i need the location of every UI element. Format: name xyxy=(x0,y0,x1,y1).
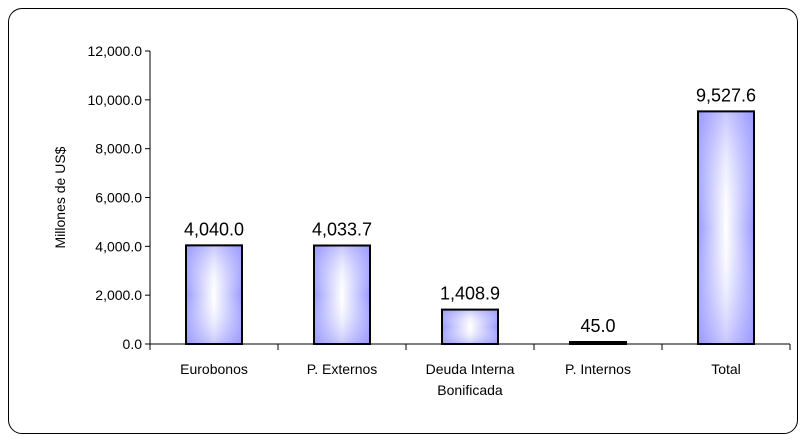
x-tick-label: Deuda Interna Bonificada xyxy=(426,361,515,398)
bar-value-label: 45.0 xyxy=(580,316,615,336)
bar-shading xyxy=(569,341,627,345)
bar-value-label: 4,040.0 xyxy=(184,219,244,239)
bar-value-label: 4,033.7 xyxy=(312,220,372,240)
y-tick-label: 6,000.0 xyxy=(95,190,142,206)
y-tick-label: 4,000.0 xyxy=(95,238,142,254)
y-tick-label: 8,000.0 xyxy=(95,141,142,157)
y-tick-label: 0.0 xyxy=(123,336,143,352)
x-tick-label: P. Externos xyxy=(307,361,378,377)
bar-shading xyxy=(697,110,755,345)
chart-frame xyxy=(8,8,798,434)
y-axis-title: Millones de US$ xyxy=(52,146,68,248)
bar-value-label: 9,527.6 xyxy=(696,85,756,105)
x-tick-label: P. Internos xyxy=(565,361,631,377)
x-tick-label: Eurobonos xyxy=(180,361,248,377)
y-tick-label: 10,000.0 xyxy=(88,92,143,108)
y-tick-label: 2,000.0 xyxy=(95,287,142,303)
bar-shading xyxy=(313,244,371,346)
y-tick-label: 12,000.0 xyxy=(88,43,143,59)
bar-shading xyxy=(185,244,243,346)
x-tick-label: Total xyxy=(711,361,741,377)
bar-shading xyxy=(441,308,499,346)
bar-value-label: 1,408.9 xyxy=(440,284,500,304)
